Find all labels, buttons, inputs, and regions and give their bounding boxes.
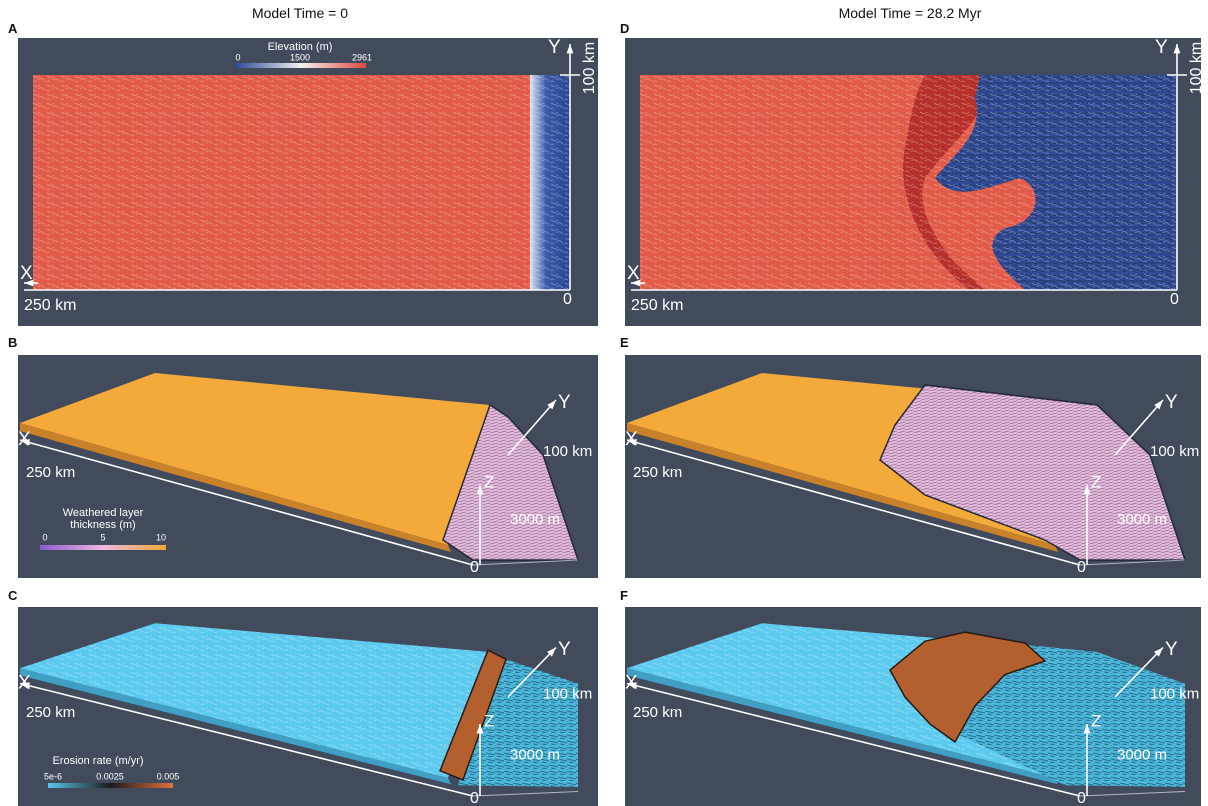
column-title: Model Time = 28.2 Myr <box>810 5 1010 21</box>
axis-extent: 250 km <box>26 464 75 481</box>
axis-extent: 250 km <box>633 464 682 481</box>
legend-tick: 0.005 <box>157 771 180 781</box>
axis-origin: 0 <box>1170 291 1179 308</box>
ridges <box>880 385 1185 560</box>
legend-tick: 5e-6 <box>44 771 62 781</box>
axis-label: Z <box>484 472 494 491</box>
axis-origin: 0 <box>470 790 479 806</box>
axis-extent: 250 km <box>633 704 682 721</box>
colorbar <box>40 545 166 550</box>
axis-label: X <box>18 673 31 694</box>
axis-arrow <box>567 44 574 53</box>
panel: X 250 km Y 100 km Z 3000 m 0 <box>625 607 1201 806</box>
axis-label: X <box>627 263 640 284</box>
axis-extent: 3000 m <box>1117 746 1167 763</box>
colorbar <box>48 783 173 788</box>
axis-extent: 100 km <box>1150 443 1199 460</box>
axis-extent: 3000 m <box>510 746 560 763</box>
axis-label: Y <box>1155 38 1168 58</box>
axis-extent: 3000 m <box>510 511 560 528</box>
legend-title: Erosion rate (m/yr) <box>52 755 143 767</box>
axis-label: Z <box>1091 712 1101 731</box>
legend-tick: 10 <box>156 532 166 542</box>
column-title: Model Time = 0 <box>200 5 400 21</box>
axis-line <box>473 792 578 797</box>
legend-tick: 0 <box>42 532 47 542</box>
axis-origin: 0 <box>1077 790 1086 806</box>
panel: X 250 km Y 100 km Z 3000 m 0 Erosion rate (m/yr… <box>18 607 598 806</box>
axis-label: X <box>625 673 638 694</box>
axis-label: Z <box>484 712 494 731</box>
panel-letter: C <box>8 588 17 603</box>
axis-extent: 100 km <box>543 685 592 702</box>
panel-letter: A <box>8 21 17 36</box>
panel: Y 100 km X 250 km 0 Elevation (m) 0 1500 2961 <box>18 38 598 326</box>
legend-tick: 0.0025 <box>96 771 124 781</box>
legend-tick: 2961 <box>352 52 372 62</box>
legend-title: Weathered layer <box>63 507 144 519</box>
panel: Y 100 km X 250 km 0 <box>625 38 1201 326</box>
axis-line <box>1080 792 1185 797</box>
texture <box>640 75 1177 290</box>
axis-extent: 3000 m <box>1117 511 1167 528</box>
texture <box>33 75 570 290</box>
panel-letter: D <box>620 21 629 36</box>
panel: X 250 km Y 100 km Z 3000 m 0 Weathered layerthi… <box>18 355 598 578</box>
axis-label: Y <box>548 38 561 58</box>
axis-extent: 250 km <box>631 297 683 314</box>
axis-arrow <box>1174 44 1181 53</box>
panel: X 250 km Y 100 km Z 3000 m 0 <box>625 355 1201 578</box>
figure: Model Time = 0Model Time = 28.2 MyrAY100… <box>0 0 1208 806</box>
axis-label: Y <box>1165 392 1178 413</box>
axis-label: Z <box>1091 472 1101 491</box>
axis-origin: 0 <box>470 559 479 576</box>
axis-label: X <box>20 263 33 284</box>
axis-label: Y <box>558 639 571 660</box>
axis-extent: 250 km <box>26 704 75 721</box>
axis-extent: 100 km <box>543 443 592 460</box>
panel-letter: E <box>620 335 629 350</box>
legend-tick: 5 <box>100 532 105 542</box>
axis-extent: 100 km <box>1188 42 1201 94</box>
legend-title: Elevation (m) <box>268 41 333 53</box>
colorbar <box>236 63 366 68</box>
axis-extent: 100 km <box>1150 685 1199 702</box>
axis-extent: 250 km <box>24 297 76 314</box>
axis-label: X <box>18 429 31 450</box>
axis-origin: 0 <box>1077 559 1086 576</box>
axis-origin: 0 <box>563 291 572 308</box>
legend-title: thickness (m) <box>70 519 135 531</box>
panel-letter: B <box>8 335 17 350</box>
axis-label: Y <box>1165 639 1178 660</box>
axis-extent: 100 km <box>581 42 598 94</box>
legend-tick: 1500 <box>290 52 310 62</box>
panel-letter: F <box>620 588 628 603</box>
legend-tick: 0 <box>235 52 240 62</box>
axis-label: Y <box>558 392 571 413</box>
axis-label: X <box>625 429 638 450</box>
